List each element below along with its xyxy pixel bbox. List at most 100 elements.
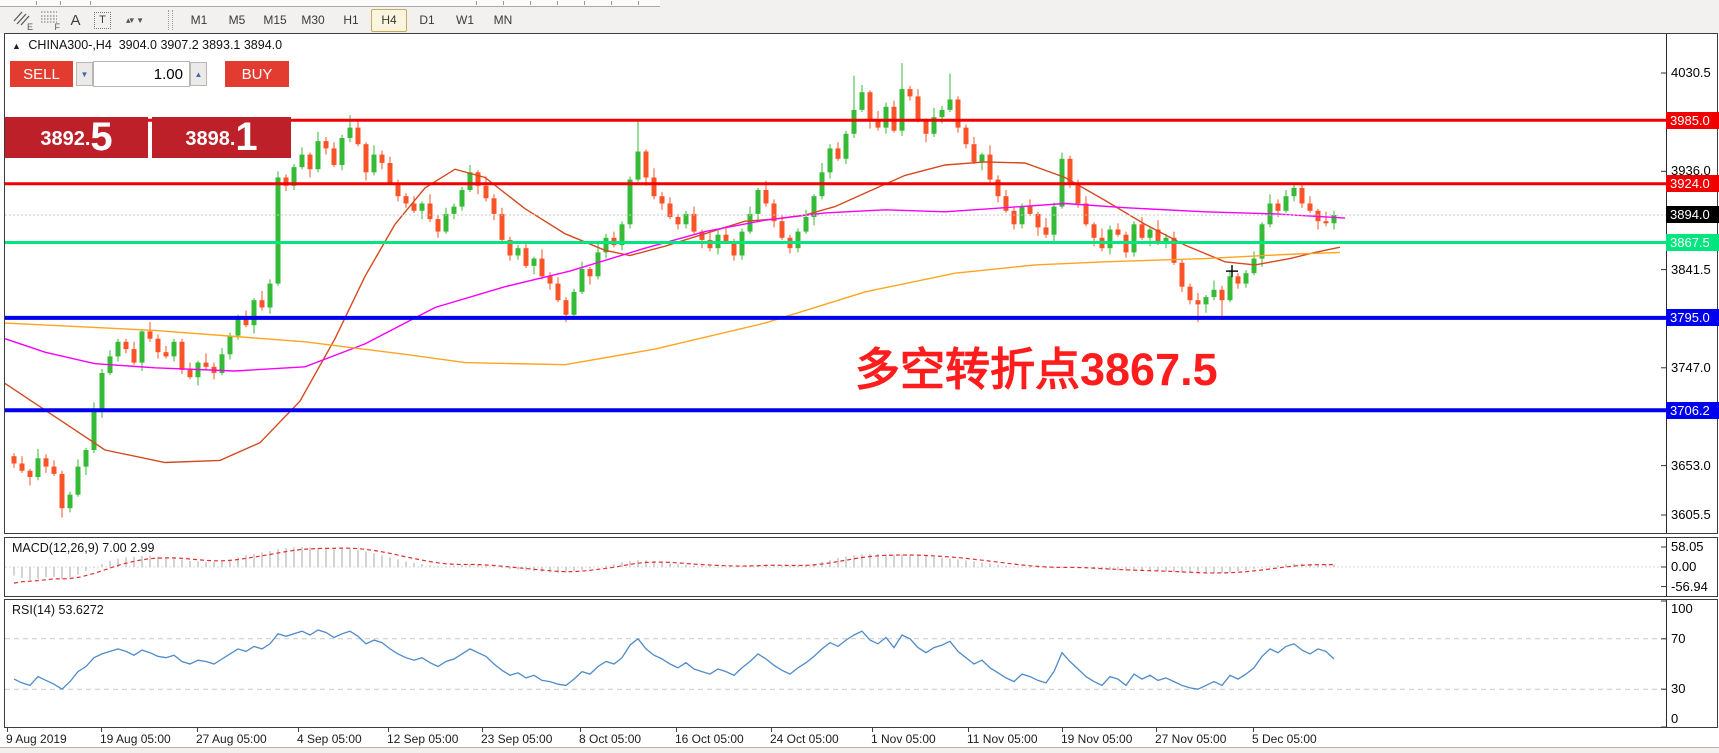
- date-label: 27 Aug 05:00: [196, 732, 267, 746]
- price-tick-label: 4030.5: [1671, 65, 1711, 80]
- date-tick-mark: [872, 728, 873, 732]
- timeframe-button-d1[interactable]: D1: [419, 13, 435, 27]
- arrows-tool-button[interactable]: ▴▾ ▼: [116, 8, 154, 32]
- price-tick-label: 3747.0: [1671, 360, 1711, 375]
- date-tick-mark: [7, 728, 8, 732]
- date-label: 9 Aug 2019: [6, 732, 67, 746]
- timeframe-button-m30[interactable]: M30: [301, 13, 325, 27]
- buy-price-box[interactable]: 3898. 1: [152, 117, 291, 158]
- timeframe-button-mn[interactable]: MN: [493, 13, 513, 27]
- macd-title: MACD(12,26,9) 7.00 2.99: [12, 541, 155, 555]
- sell-price-pip: 5: [90, 115, 113, 159]
- text-label-icon: A: [70, 11, 81, 29]
- fibonacci-tool-button[interactable]: F: [35, 8, 62, 32]
- dock-tick: [60, 1, 61, 5]
- dock-tick: [503, 1, 504, 5]
- date-tick-mark: [197, 728, 198, 732]
- date-label: 16 Oct 05:00: [675, 732, 744, 746]
- sell-price-box[interactable]: 3892. 5: [5, 117, 148, 158]
- rsi-tick-label: 100: [1671, 601, 1693, 616]
- date-label: 12 Sep 05:00: [387, 732, 459, 746]
- price-tick-label: 3653.0: [1671, 458, 1711, 473]
- text-label-tool-button[interactable]: A: [62, 8, 89, 32]
- fibonacci-icon: [40, 10, 58, 31]
- buy-price: 3898.: [185, 128, 236, 150]
- date-tick-mark: [968, 728, 969, 732]
- date-label: 19 Nov 05:00: [1061, 732, 1133, 746]
- sell-price: 3892.: [40, 128, 91, 150]
- dock-tick: [36, 1, 37, 5]
- rsi-tick-label: 70: [1671, 631, 1686, 646]
- dock-tick: [584, 1, 585, 5]
- timeframe-button-h1[interactable]: H1: [343, 13, 359, 27]
- volume-input[interactable]: [93, 61, 190, 87]
- text-tool-icon: T: [94, 11, 111, 29]
- chart-header: ▲ CHINA300-,H4 3904.0 3907.2 3893.1 3894…: [12, 38, 282, 52]
- date-label: 11 Nov 05:00: [967, 732, 1038, 746]
- arrows-icon: ▴▾: [126, 14, 134, 25]
- toolbar-dock-edge: [0, 0, 660, 7]
- date-label: 1 Nov 05:00: [871, 732, 936, 746]
- price-chart-panel: ▲ CHINA300-,H4 3904.0 3907.2 3893.1 3894…: [4, 33, 1719, 534]
- toolbar-gripper: [168, 10, 173, 30]
- chart-plot-area[interactable]: [5, 34, 1717, 533]
- volume-increase-button[interactable]: ▲: [190, 62, 207, 86]
- rsi-title: RSI(14) 53.6272: [12, 603, 104, 617]
- price-level-badge: 3985.0: [1666, 112, 1719, 129]
- symbol-collapse-icon: ▲: [12, 41, 21, 51]
- macd-panel: MACD(12,26,9) 7.00 2.99 58.05 0.00 -56.94: [4, 537, 1718, 597]
- tool-sub-label: E: [26, 22, 33, 32]
- timeframe-button-m5[interactable]: M5: [228, 13, 246, 27]
- buy-price-pip: 1: [235, 115, 258, 159]
- dock-tick: [476, 1, 477, 5]
- price-level-badge: 3706.2: [1666, 402, 1719, 419]
- ohlc-values: 3904.0 3907.2 3893.1 3894.0: [118, 38, 283, 52]
- dock-tick: [557, 1, 558, 5]
- buy-button[interactable]: BUY: [225, 61, 289, 87]
- sell-button[interactable]: SELL: [10, 61, 73, 87]
- dock-tick: [530, 1, 531, 5]
- macd-tick-label: 58.05: [1671, 539, 1704, 554]
- timeframe-button-m1[interactable]: M1: [190, 13, 208, 27]
- date-label: 19 Aug 05:00: [100, 732, 171, 746]
- date-tick-mark: [1156, 728, 1157, 732]
- elliott-wave-icon: [13, 10, 31, 31]
- price-level-badge: 3924.0: [1666, 175, 1719, 192]
- timeframe-button-m15[interactable]: M15: [263, 13, 287, 27]
- macd-plot-area[interactable]: [5, 538, 1717, 596]
- price-level-badge: 3795.0: [1666, 309, 1719, 326]
- macd-tick-label: 0.00: [1671, 559, 1697, 574]
- price-tick-label: 3936.0: [1671, 163, 1711, 178]
- dock-tick: [90, 1, 91, 5]
- dock-tick: [611, 1, 612, 5]
- date-tick-mark: [1253, 728, 1254, 732]
- text-tool-button[interactable]: T: [89, 8, 116, 32]
- date-tick-mark: [101, 728, 102, 732]
- date-tick-mark: [482, 728, 483, 732]
- price-level-badge: 3867.5: [1666, 234, 1719, 251]
- rsi-plot-area[interactable]: [5, 600, 1717, 727]
- date-label: 24 Oct 05:00: [770, 732, 839, 746]
- macd-tick-label: -56.94: [1671, 579, 1708, 594]
- dock-tick: [638, 1, 639, 5]
- elliott-wave-tool-button[interactable]: E: [8, 8, 35, 32]
- symbol-label: CHINA300-,H4: [28, 38, 112, 52]
- rsi-tick-label: 0: [1671, 711, 1679, 726]
- tool-sub-label: F: [54, 22, 61, 32]
- date-label: 4 Sep 05:00: [297, 732, 362, 746]
- timeframe-button-h4[interactable]: H4: [371, 8, 407, 32]
- date-tick-mark: [580, 728, 581, 732]
- date-label: 23 Sep 05:00: [481, 732, 553, 746]
- timeframe-button-w1[interactable]: W1: [456, 13, 474, 27]
- price-tick-label: 3605.5: [1671, 507, 1711, 522]
- date-tick-mark: [388, 728, 389, 732]
- volume-decrease-button[interactable]: ▼: [76, 62, 93, 86]
- date-tick-mark: [771, 728, 772, 732]
- rsi-panel: RSI(14) 53.6272 100 70 30 0: [4, 599, 1718, 728]
- chevron-down-icon: ▼: [136, 15, 144, 25]
- window-bottom-edge: [0, 747, 1719, 753]
- price-tick-label: 3841.5: [1671, 262, 1711, 277]
- timeframe-group: M1 M5 M15 M30 H1 H4 D1 W1 MN: [181, 8, 523, 32]
- chart-text-annotation: 多空转折点3867.5: [855, 344, 1218, 395]
- date-tick-mark: [1062, 728, 1063, 732]
